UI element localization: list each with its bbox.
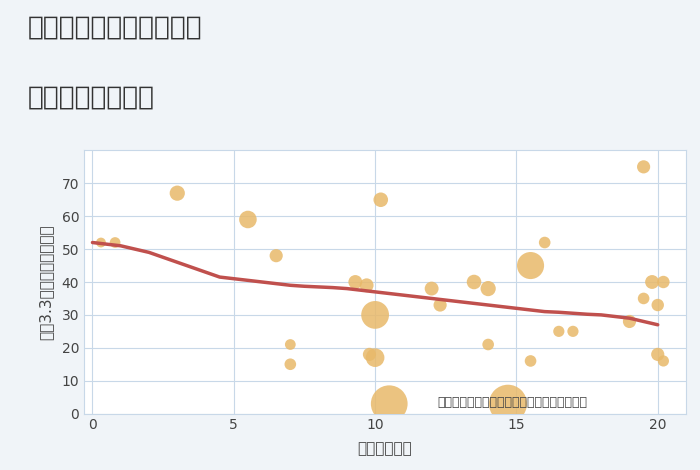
Point: [482, 341, 493, 348]
Point: [539, 239, 550, 246]
Text: 円の大きさは、取引のあった物件面積を示す: 円の大きさは、取引のあった物件面積を示す: [438, 396, 587, 408]
Point: [364, 351, 375, 358]
Text: 駅距離別土地価格: 駅距離別土地価格: [28, 85, 155, 110]
Point: [468, 278, 480, 286]
Point: [525, 262, 536, 269]
Point: [242, 216, 253, 223]
Point: [370, 354, 381, 361]
Point: [652, 301, 664, 309]
Point: [658, 278, 669, 286]
Point: [361, 282, 372, 289]
Point: [525, 357, 536, 365]
Text: 奈良県奈良市北野山町の: 奈良県奈良市北野山町の: [28, 14, 202, 40]
Point: [647, 278, 658, 286]
Point: [172, 189, 183, 197]
Y-axis label: 坪（3.3㎡）単価（万円）: 坪（3.3㎡）単価（万円）: [38, 224, 53, 340]
Point: [95, 239, 106, 246]
Point: [350, 278, 361, 286]
Point: [482, 285, 493, 292]
X-axis label: 駅距離（分）: 駅距離（分）: [358, 441, 412, 456]
Point: [285, 360, 296, 368]
Point: [652, 351, 664, 358]
Point: [503, 400, 514, 407]
Point: [370, 311, 381, 319]
Point: [567, 328, 578, 335]
Point: [638, 295, 649, 302]
Point: [435, 301, 446, 309]
Point: [658, 357, 669, 365]
Point: [109, 239, 120, 246]
Point: [285, 341, 296, 348]
Point: [271, 252, 282, 259]
Point: [553, 328, 564, 335]
Point: [384, 400, 395, 407]
Point: [375, 196, 386, 204]
Point: [426, 285, 438, 292]
Point: [624, 318, 635, 325]
Point: [638, 163, 649, 171]
